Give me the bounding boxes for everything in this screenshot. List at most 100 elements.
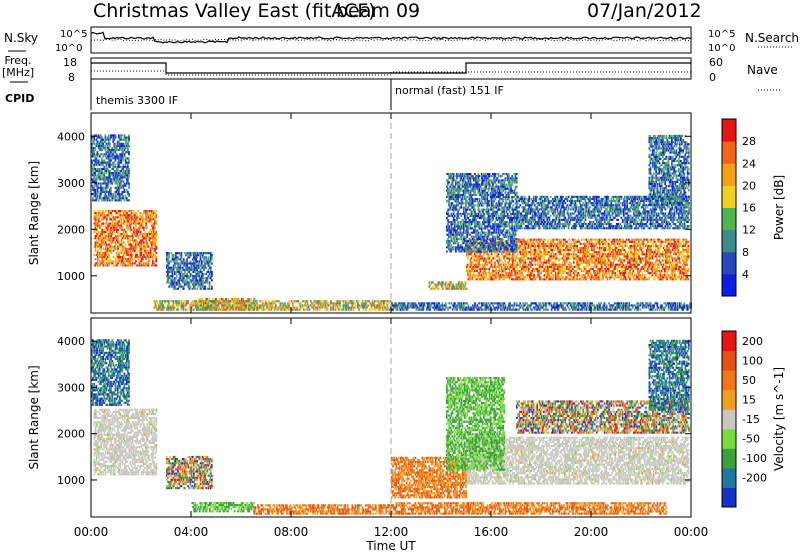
heatmap-cell [107,174,110,177]
heatmap-cell [127,161,129,164]
heatmap-cell [517,274,520,277]
heatmap-cell [115,182,118,185]
heatmap-cell [115,157,118,160]
heatmap-cell [608,238,611,241]
heatmap-cell [107,193,110,196]
heatmap-cell [178,285,181,288]
heatmap-cell [585,257,588,260]
heatmap-cell [235,302,238,305]
heatmap-cell [118,140,120,143]
heatmap-cell [102,230,105,233]
heatmap-cell [318,300,321,303]
heatmap-cell [186,252,188,255]
heatmap-cell [506,255,509,258]
heatmap-cell [98,147,101,150]
heatmap-cell [106,157,109,160]
heatmap-cell [545,242,548,245]
heatmap-cell [93,180,96,183]
heatmap-cell [339,304,341,307]
heatmap-cell [239,302,241,305]
heatmap-cell [101,136,103,139]
heatmap-cell [123,260,126,263]
heatmap-cell [104,138,107,141]
noise-search-trace [90,38,692,42]
heatmap-cell [579,263,582,266]
heatmap-cell [107,243,109,246]
heatmap-cell [633,274,636,277]
heatmap-cell [631,247,634,250]
heatmap-cell [118,235,121,238]
heatmap-cell [598,253,601,256]
heatmap-cell [125,138,128,141]
heatmap-cell [139,256,142,259]
heatmap-cell [107,190,110,193]
heatmap-cell [106,149,109,152]
heatmap-cell [101,228,104,231]
heatmap-cell [110,212,113,215]
heatmap-cell [554,253,557,256]
heatmap-cell [154,216,156,219]
heatmap-cell [586,263,589,266]
heatmap-cell [487,255,490,258]
heatmap-cell [113,210,116,213]
heatmap-cell [250,300,252,303]
heatmap-cell [129,264,132,267]
heatmap-cell [93,151,96,154]
heatmap-cell [362,308,365,311]
heatmap-cell [94,245,97,248]
heatmap-cell [108,253,110,256]
heatmap-cell [196,279,199,282]
heatmap-cell [95,230,98,233]
heatmap-cell [585,238,588,241]
heatmap-cell [152,264,154,267]
heatmap-cell [197,254,200,257]
heatmap-cell [563,270,566,273]
heatmap-cell [139,212,142,215]
heatmap-cell [105,157,108,160]
heatmap-cell [117,210,119,213]
heatmap-cell [98,172,101,175]
heatmap-cell [125,197,128,200]
heatmap-cell [184,264,186,267]
heatmap-cell [166,252,168,255]
heatmap-cell [252,308,255,311]
heatmap-cell [145,224,147,227]
heatmap-cell [587,255,590,258]
heatmap-cell [175,283,177,286]
heatmap-cell [134,256,136,259]
heatmap-cell [271,300,274,303]
heatmap-cell [533,253,536,256]
heatmap-cell [599,257,602,260]
heatmap-cell [116,142,119,145]
heatmap-cell [196,268,199,271]
heatmap-cell [179,268,182,271]
heatmap-cell [109,226,112,229]
heatmap-cell [467,257,469,260]
heatmap-cell [306,300,309,303]
heatmap-cell [101,163,103,166]
heatmap-cell [527,267,530,270]
heatmap-cell [91,149,93,152]
heatmap-cell [129,235,132,238]
heatmap-cell [94,224,97,227]
heatmap-cell [538,267,540,270]
heatmap-cell [134,214,136,217]
heatmap-cell [112,197,115,200]
heatmap-cell [575,242,577,245]
heatmap-cell [110,224,113,227]
heatmap-cell [109,163,111,166]
noise-search-label: N.Search [745,31,799,45]
heatmap-cell [199,268,202,271]
heatmap-cell [650,244,653,247]
heatmap-cell [211,298,214,301]
heatmap-cell [146,235,149,238]
heatmap-cell [104,149,107,152]
heatmap-cell [117,239,119,242]
heatmap-cell [177,287,179,290]
heatmap-cell [365,300,367,303]
heatmap-cell [113,216,116,219]
heatmap-cell [590,257,593,260]
heatmap-cell [471,261,474,264]
heatmap-cell [180,256,183,259]
